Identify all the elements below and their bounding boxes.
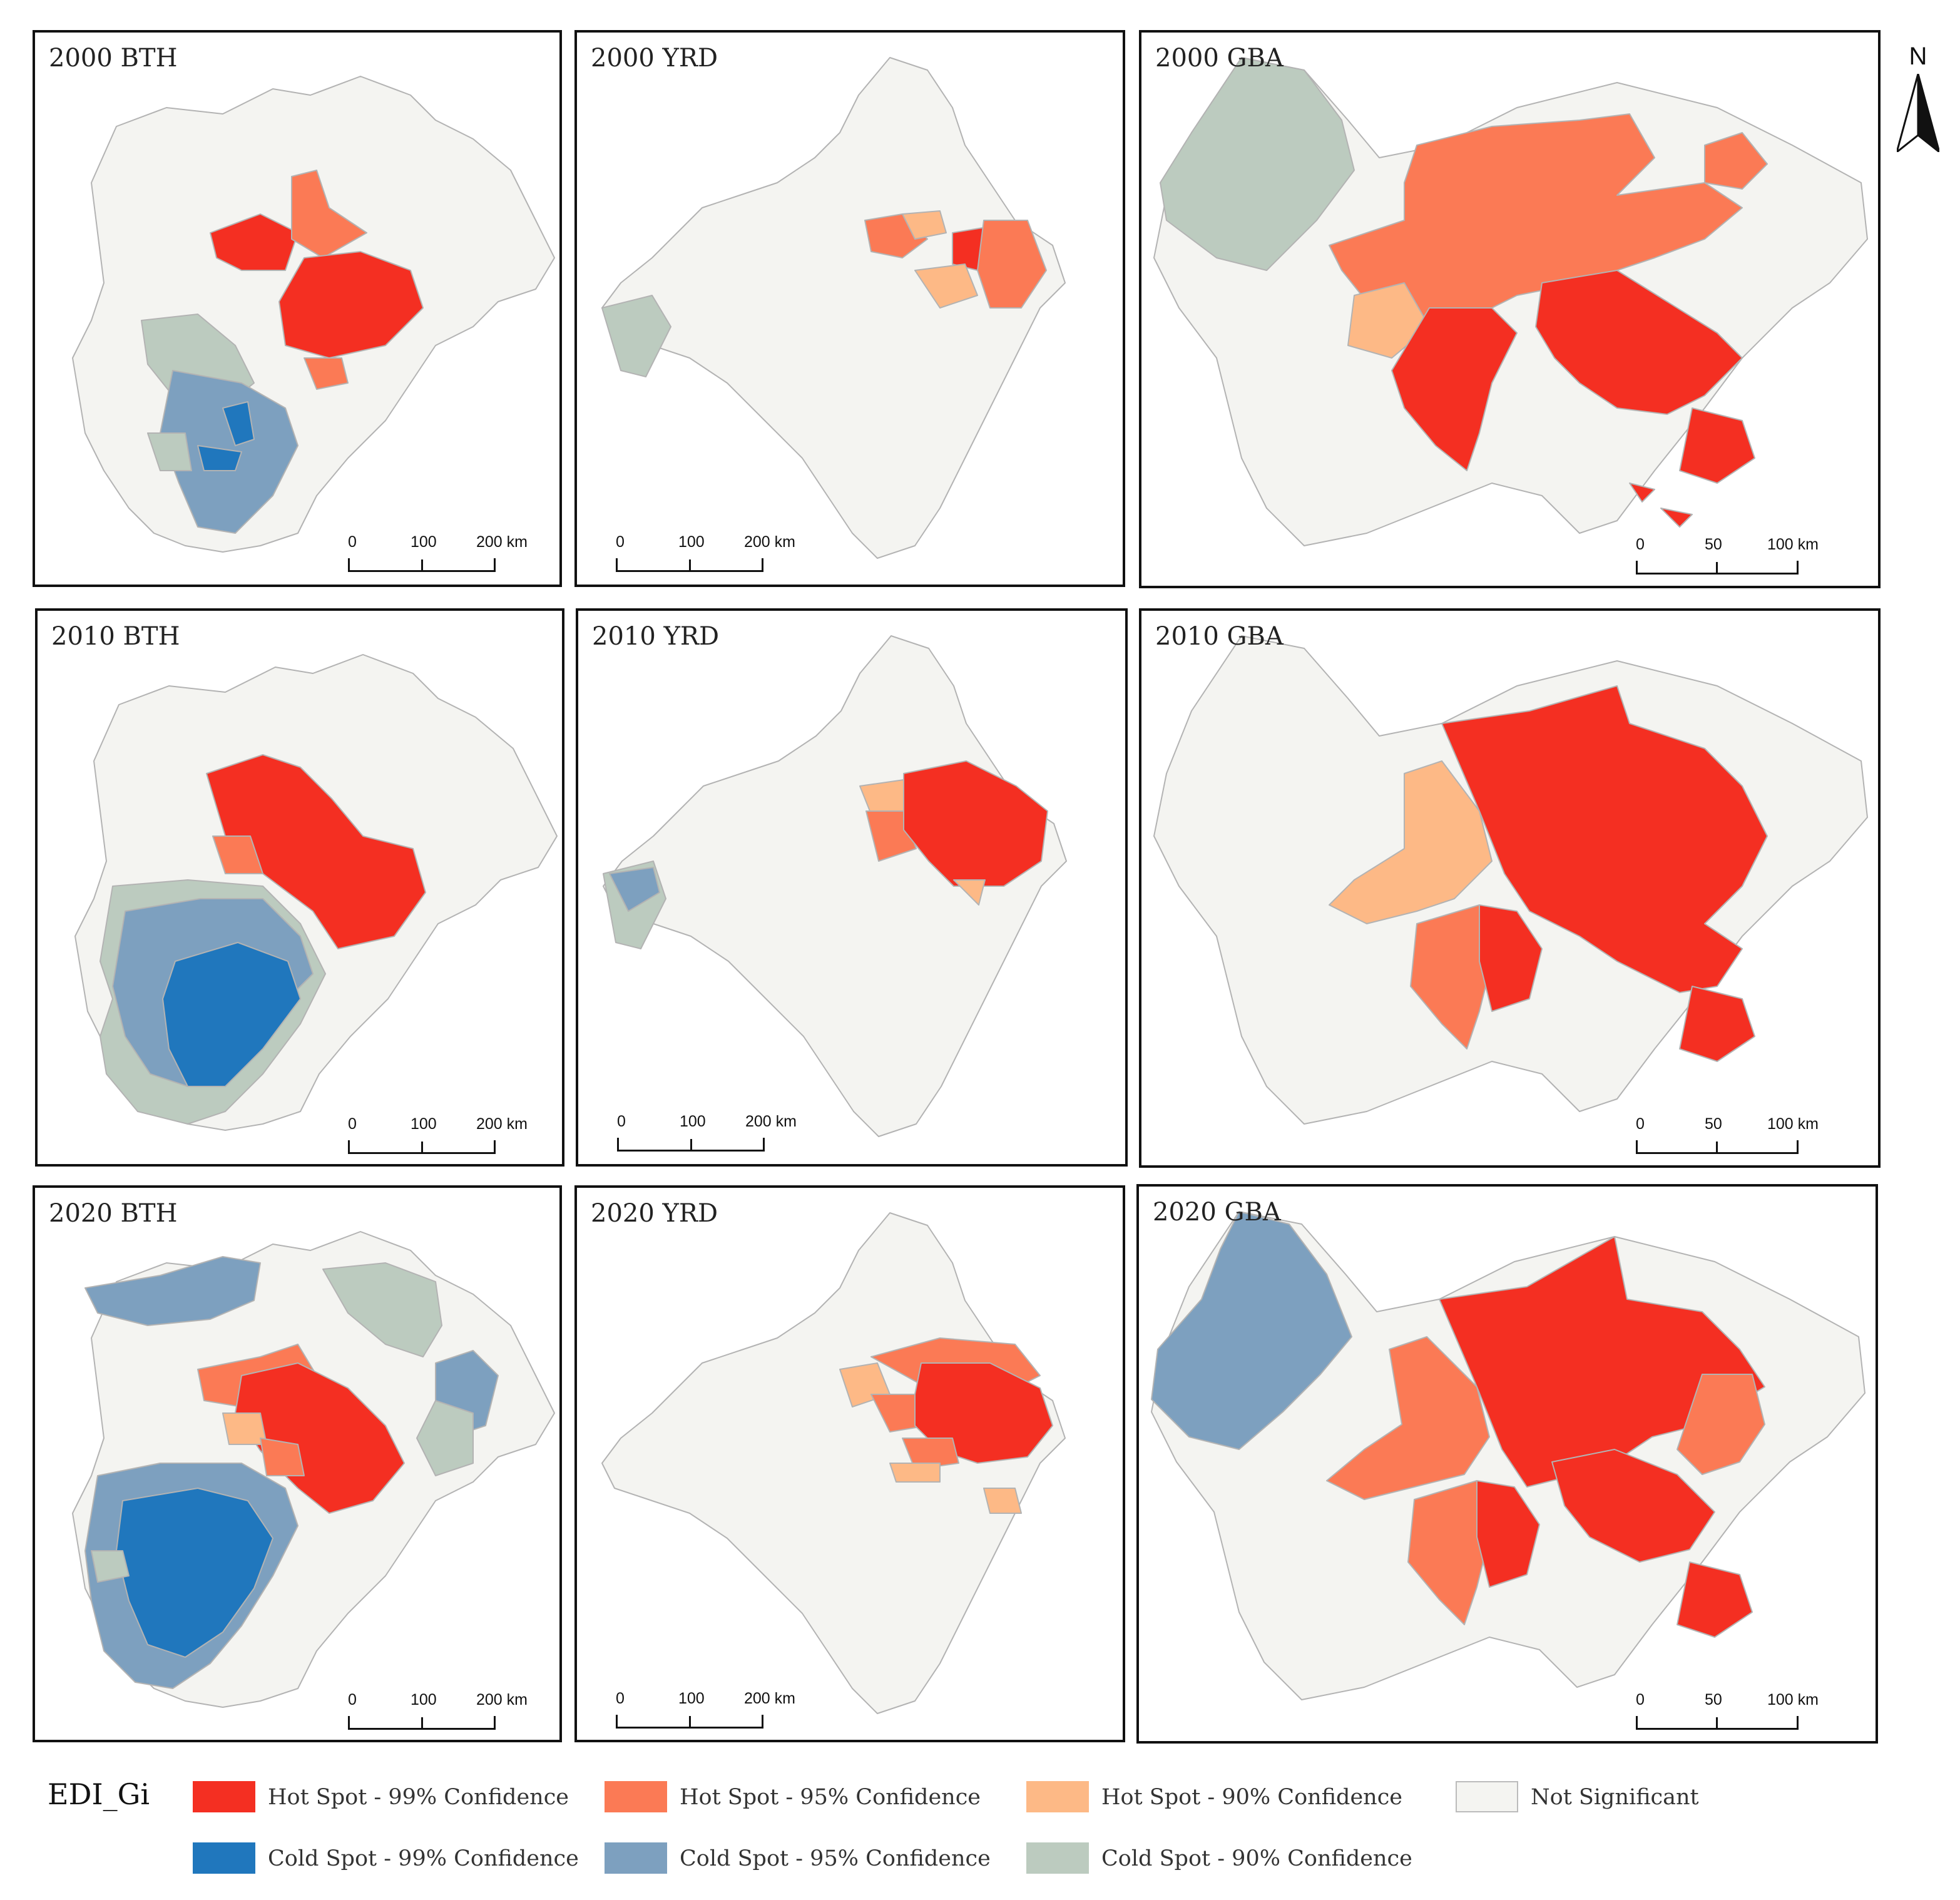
- cold-cluster-2020-bth-north: [84, 1256, 499, 1476]
- scale-label-mid: 100: [411, 1691, 437, 1708]
- north-label: N: [1909, 43, 1927, 70]
- scale-bar: 0 100 200 km: [616, 1690, 804, 1734]
- cold-cluster-2010-bth: [100, 879, 326, 1125]
- panel-title: 2020 GBA: [1153, 1198, 1281, 1227]
- scale-bar: 0 100 200 km: [348, 533, 536, 577]
- scale-label-0: 0: [1636, 1115, 1645, 1133]
- cold-cluster-2000-gba: [1160, 57, 1355, 271]
- map-panel-2020-yrd: 2020 YRD 0 100 200 km: [574, 1185, 1125, 1742]
- legend-swatch: [1026, 1842, 1089, 1874]
- map-panel-2000-gba: 2000 GBA 0 50 100 km: [1139, 30, 1881, 588]
- legend-label: Hot Spot - 90% Confidence: [1101, 1785, 1403, 1810]
- scale-label-0: 0: [616, 1690, 625, 1707]
- panel-title: 2000 YRD: [591, 44, 718, 73]
- map-panel-2020-bth: 2020 BTH 0 100 200 km: [33, 1185, 562, 1742]
- map-panel-2010-yrd: 2010 YRD 0 100 200 km: [576, 608, 1128, 1167]
- map-panel-2010-gba: 2010 GBA 0 50 100 km: [1139, 608, 1881, 1168]
- map-panel-2000-yrd: 2000 YRD 0 100 200 km: [574, 30, 1125, 587]
- legend-title: EDI_Gi: [48, 1777, 150, 1811]
- cold-cluster-2000-yrd: [601, 295, 671, 377]
- map-panel-2020-gba: 2020 GBA 0 50 100 km: [1136, 1184, 1878, 1744]
- scale-bar: 0 50 100 km: [1636, 1115, 1824, 1159]
- scale-label-0: 0: [348, 1691, 357, 1708]
- panel-title: 2020 YRD: [591, 1199, 718, 1228]
- scale-label-0: 0: [348, 533, 357, 551]
- scale-label-mid: 100: [680, 1113, 706, 1130]
- hot-cluster-2000-gba: [1329, 113, 1768, 528]
- scale-label-mid: 100: [411, 1115, 437, 1133]
- scale-label-0: 0: [616, 533, 625, 551]
- region-outline-yrd: [601, 1212, 1066, 1714]
- scale-label-mid: 50: [1705, 536, 1722, 553]
- legend-swatch: [1456, 1781, 1518, 1812]
- hot-cluster-2020-gba: [1326, 1236, 1765, 1638]
- hot-cluster-2010-bth: [206, 754, 426, 949]
- hot-cluster-2010-yrd: [859, 760, 1048, 906]
- hot-cluster-2010-gba: [1329, 685, 1768, 1062]
- legend-swatch: [605, 1842, 667, 1874]
- north-arrow-icon: [1897, 74, 1939, 152]
- hot-cluster-2020-bth: [197, 1344, 405, 1514]
- panel-title: 2010 YRD: [592, 622, 720, 651]
- hot-cluster-2020-yrd: [839, 1337, 1053, 1514]
- scale-label-max: 100 km: [1767, 1691, 1819, 1708]
- scale-label-mid: 100: [678, 533, 705, 551]
- map-panel-2000-bth: 2000 BTH 0 100 200 km: [33, 30, 562, 587]
- scale-label-max: 100 km: [1767, 536, 1819, 553]
- legend-label: Hot Spot - 95% Confidence: [680, 1785, 981, 1810]
- scale-label-max: 200 km: [744, 533, 795, 551]
- legend-label: Cold Spot - 95% Confidence: [680, 1846, 991, 1871]
- hot-cluster-2000-yrd: [864, 210, 1047, 309]
- scale-bar: 0 100 200 km: [617, 1113, 805, 1157]
- scale-label-0: 0: [1636, 536, 1645, 553]
- scale-label-0: 0: [348, 1115, 357, 1133]
- scale-label-max: 200 km: [476, 1115, 528, 1133]
- scale-label-0: 0: [1636, 1691, 1645, 1708]
- scale-label-mid: 50: [1705, 1115, 1722, 1133]
- scale-label-max: 200 km: [476, 1691, 528, 1708]
- map-panel-2010-bth: 2010 BTH 0 100 200 km: [35, 608, 564, 1167]
- scale-bar: 0 100 200 km: [348, 1115, 536, 1159]
- cold-cluster-2020-gba: [1151, 1211, 1352, 1450]
- scale-label-mid: 100: [411, 533, 437, 551]
- legend-swatch: [193, 1781, 255, 1812]
- scale-label-max: 200 km: [745, 1113, 797, 1130]
- panel-title: 2010 GBA: [1155, 622, 1284, 651]
- scale-bar: 0 50 100 km: [1636, 536, 1824, 580]
- north-arrow: N: [1893, 43, 1943, 152]
- cold-cluster-2000-bth: [141, 314, 299, 534]
- hot-cluster-2000-bth: [210, 170, 424, 390]
- scale-label-max: 100 km: [1767, 1115, 1819, 1133]
- cold-cluster-2010-yrd: [603, 861, 666, 949]
- legend-swatch: [605, 1781, 667, 1812]
- panel-title: 2020 BTH: [49, 1199, 178, 1228]
- cold-cluster-2020-bth-south: [84, 1463, 299, 1689]
- legend-label: Cold Spot - 90% Confidence: [1101, 1846, 1412, 1871]
- scale-label-mid: 100: [678, 1690, 705, 1707]
- scale-label-0: 0: [617, 1113, 626, 1130]
- panel-title: 2010 BTH: [51, 622, 180, 651]
- legend-label: Not Significant: [1531, 1785, 1699, 1810]
- panel-title: 2000 GBA: [1155, 44, 1284, 73]
- scale-label-max: 200 km: [476, 533, 528, 551]
- legend-swatch: [1026, 1781, 1089, 1812]
- legend-label: Cold Spot - 99% Confidence: [268, 1846, 579, 1871]
- legend-swatch: [193, 1842, 255, 1874]
- region-outline-yrd: [601, 57, 1066, 559]
- scale-label-max: 200 km: [744, 1690, 795, 1707]
- scale-label-mid: 50: [1705, 1691, 1722, 1708]
- scale-bar: 0 50 100 km: [1636, 1691, 1824, 1735]
- scale-bar: 0 100 200 km: [616, 533, 804, 577]
- scale-bar: 0 100 200 km: [348, 1691, 536, 1735]
- panel-title: 2000 BTH: [49, 44, 178, 73]
- legend-label: Hot Spot - 99% Confidence: [268, 1785, 569, 1810]
